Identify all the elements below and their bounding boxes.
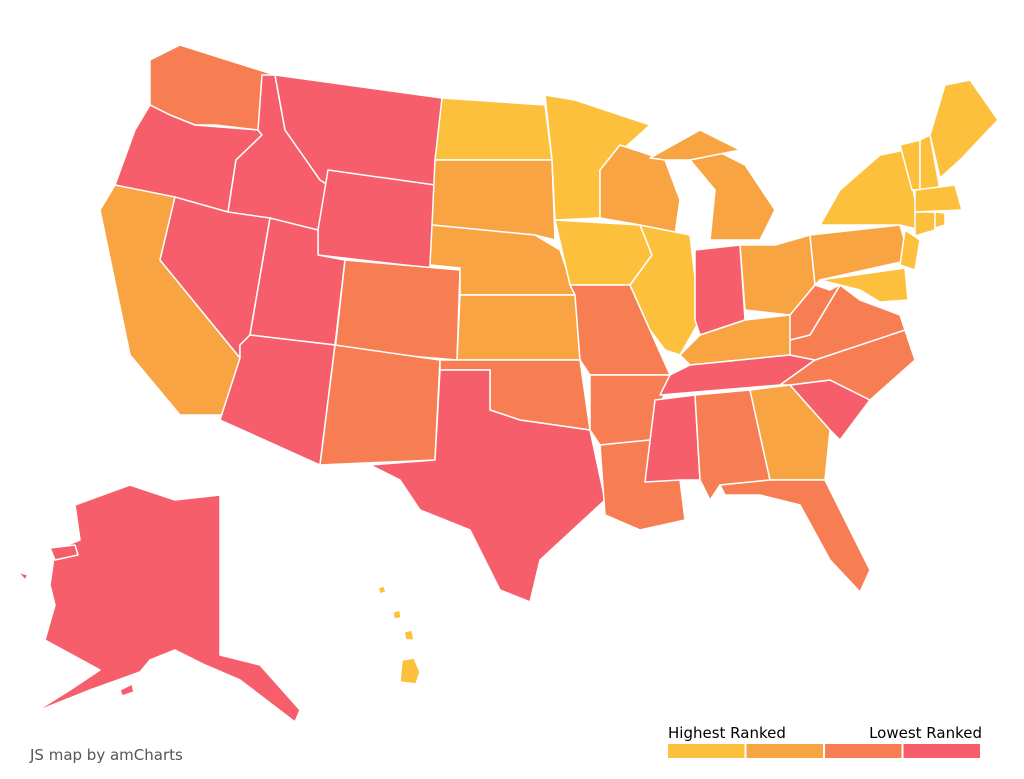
state-shape xyxy=(819,267,909,303)
states xyxy=(17,44,999,723)
state-shape xyxy=(694,244,746,336)
state-shape xyxy=(749,384,831,481)
state[interactable] xyxy=(749,384,831,481)
state[interactable] xyxy=(334,259,461,361)
state-shape xyxy=(399,657,421,685)
state[interactable] xyxy=(434,97,553,161)
state-shape xyxy=(34,484,301,723)
state[interactable] xyxy=(317,169,436,269)
state-shape xyxy=(392,609,402,620)
state-shape xyxy=(334,259,461,361)
state-shape xyxy=(809,224,911,286)
state[interactable] xyxy=(694,244,746,336)
state-shape xyxy=(377,585,387,595)
state-shape xyxy=(319,344,441,466)
state-shape xyxy=(719,479,871,593)
state-shape xyxy=(644,394,701,483)
state-shape xyxy=(17,571,29,581)
legend xyxy=(668,744,980,758)
state-shape xyxy=(689,149,776,241)
state-shape xyxy=(934,211,946,229)
state-shape xyxy=(403,629,415,641)
state-shape xyxy=(629,224,701,356)
legend-high-label: Highest Ranked xyxy=(668,724,786,742)
state-shape xyxy=(119,683,135,697)
state[interactable] xyxy=(629,224,701,356)
state-shape xyxy=(369,369,606,603)
state[interactable] xyxy=(819,267,909,303)
legend-swatch xyxy=(668,744,745,758)
legend-swatch xyxy=(746,744,823,758)
state[interactable] xyxy=(914,184,963,213)
state-shape xyxy=(914,184,963,213)
state[interactable] xyxy=(929,79,999,179)
state[interactable] xyxy=(17,484,301,723)
state-shape xyxy=(434,97,553,161)
state-shape xyxy=(649,129,741,161)
state[interactable] xyxy=(914,211,936,237)
legend-low-label: Lowest Ranked xyxy=(869,724,982,742)
state-shape xyxy=(431,159,556,241)
state-shape xyxy=(914,211,936,237)
state-shape xyxy=(929,79,999,179)
state-shape xyxy=(456,294,581,361)
state[interactable] xyxy=(719,479,871,593)
state[interactable] xyxy=(456,294,581,361)
state[interactable] xyxy=(319,344,441,466)
state[interactable] xyxy=(934,211,946,229)
state[interactable] xyxy=(809,224,911,286)
state[interactable] xyxy=(369,369,606,603)
legend-swatch xyxy=(825,744,902,758)
state-shape xyxy=(49,544,79,561)
state[interactable] xyxy=(644,394,701,483)
state[interactable] xyxy=(649,129,776,241)
state[interactable] xyxy=(431,159,556,241)
credit[interactable]: JS map by amCharts xyxy=(29,746,183,764)
legend-swatch xyxy=(903,744,980,758)
state[interactable] xyxy=(377,585,421,685)
state-shape xyxy=(317,169,436,269)
